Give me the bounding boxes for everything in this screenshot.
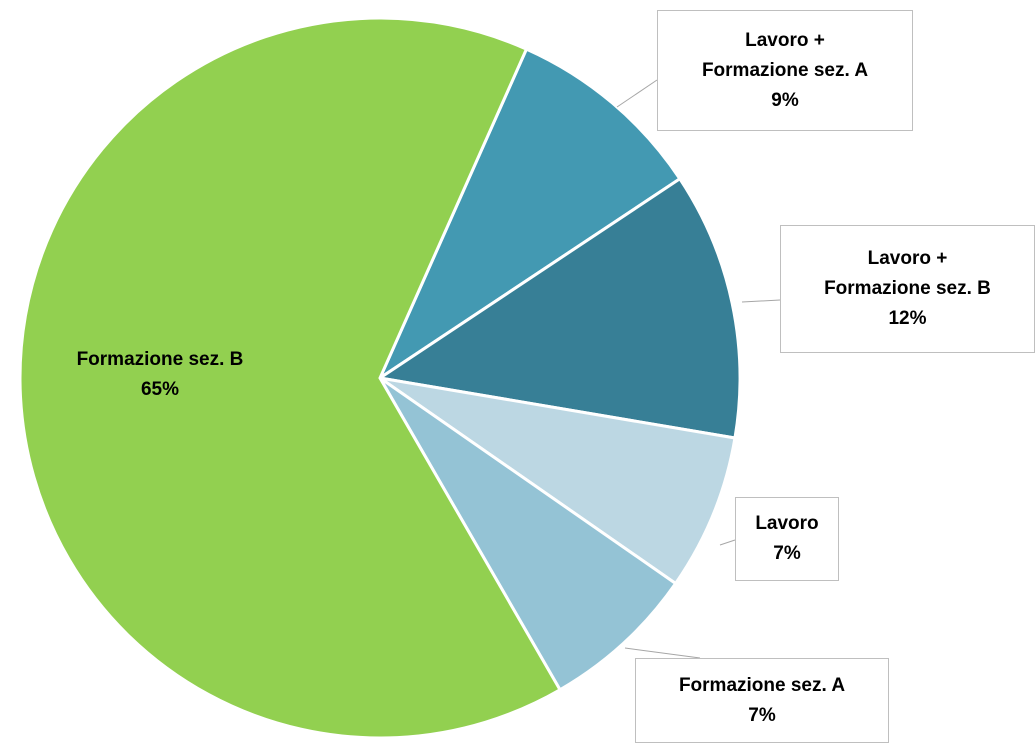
value-label: 7% (773, 543, 801, 564)
leader-line (719, 539, 736, 546)
data-label: Formazione sez. A 7% (635, 658, 889, 743)
value-label: 65% (140, 379, 180, 400)
leader-line (616, 79, 658, 108)
pie-slice (376, 176, 742, 440)
pie-slice (376, 47, 682, 383)
pie-slice (378, 376, 678, 692)
pie-slice (379, 376, 737, 586)
leader-line (741, 299, 781, 303)
pie-slice (18, 16, 563, 740)
value-label: 9% (771, 89, 799, 111)
category-label: Lavoro (755, 513, 819, 534)
leader-line (624, 647, 701, 659)
data-label: Formazione sez. B 65% (20, 345, 300, 415)
data-label: Lavoro 7% (735, 497, 839, 581)
value-label: 7% (748, 704, 776, 726)
category-label: Formazione sez. A (678, 674, 846, 696)
data-label: Lavoro + Formazione sez. A 9% (657, 10, 913, 131)
category-label: Lavoro + Formazione sez. B (824, 248, 991, 299)
value-label: 12% (888, 308, 927, 329)
category-label: Formazione sez. B (76, 349, 244, 370)
category-label: Lavoro + Formazione sez. A (701, 29, 869, 81)
data-label: Lavoro + Formazione sez. B 12% (780, 225, 1035, 353)
